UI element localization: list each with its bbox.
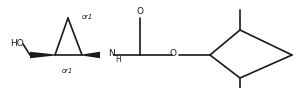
Text: HO: HO: [10, 40, 24, 48]
Polygon shape: [82, 52, 100, 58]
Polygon shape: [30, 52, 55, 58]
Text: O: O: [170, 48, 177, 57]
Text: or1: or1: [62, 68, 73, 74]
Text: N: N: [108, 49, 115, 59]
Text: or1: or1: [82, 14, 93, 20]
Text: O: O: [136, 7, 143, 16]
Text: H: H: [115, 54, 121, 64]
